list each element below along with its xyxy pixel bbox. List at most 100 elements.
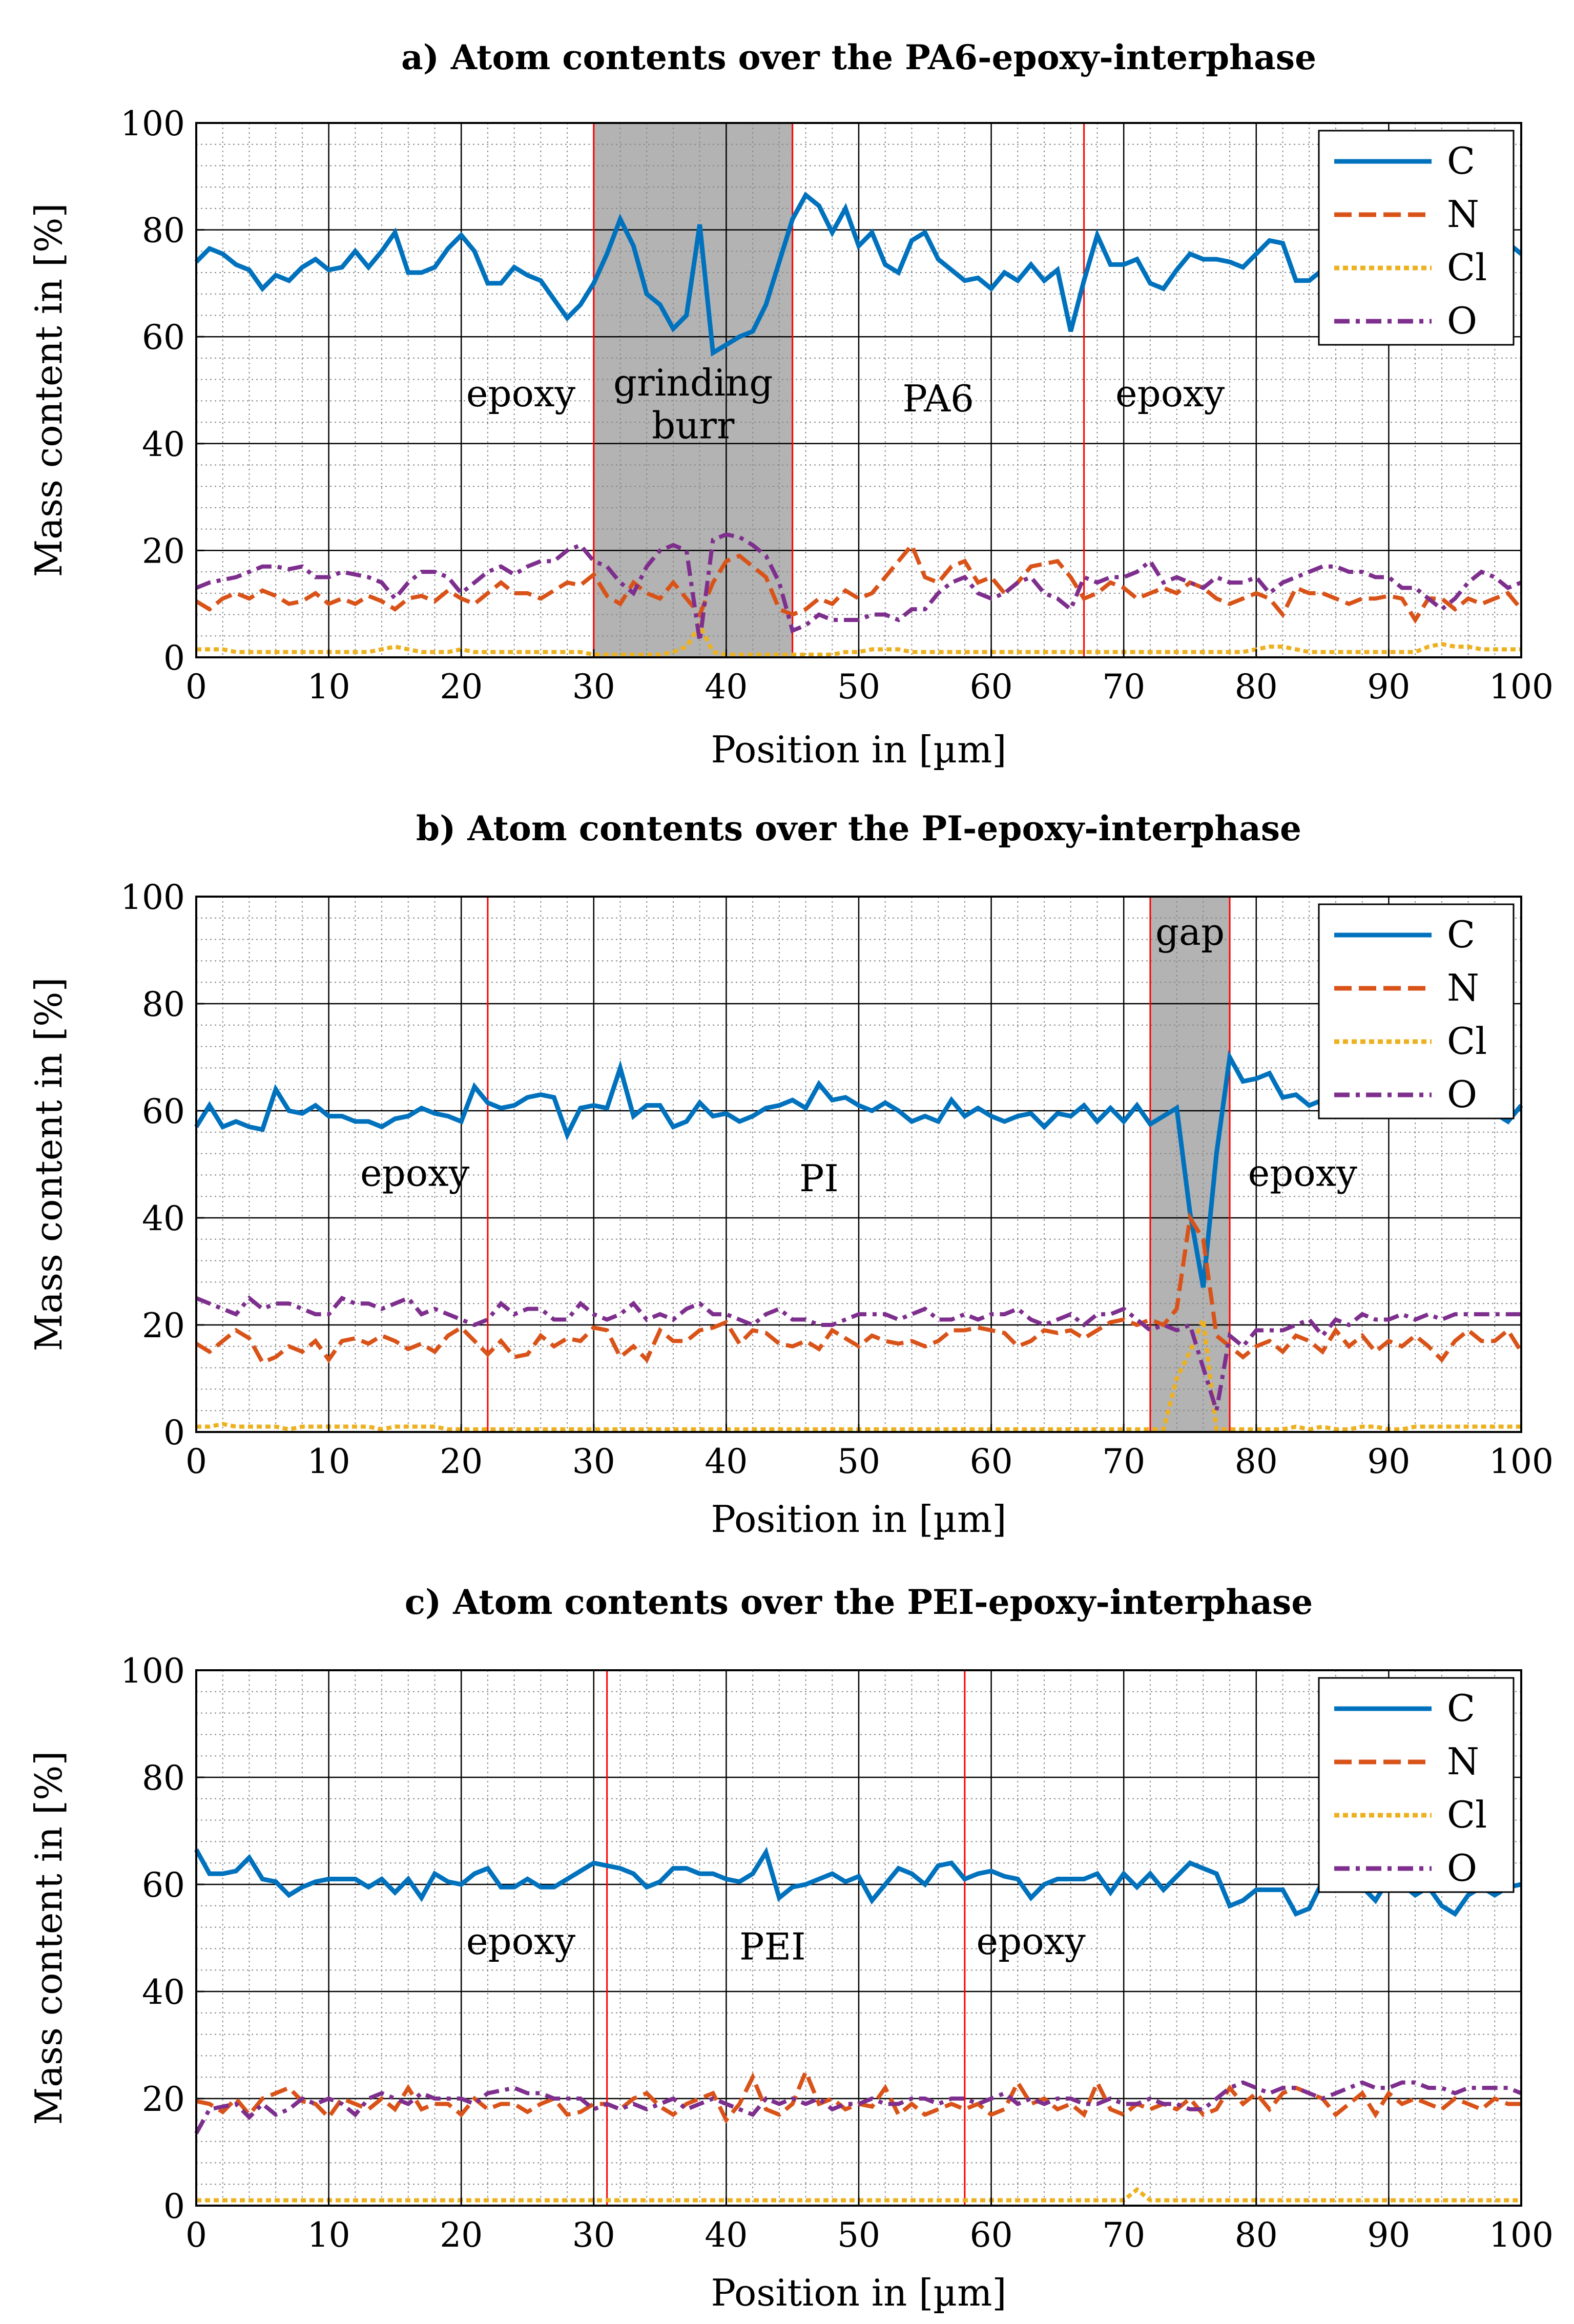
- x-tick-label: 40: [705, 1442, 748, 1481]
- x-tick-label: 20: [440, 667, 483, 707]
- y-axis-label: Mass content in [%]: [27, 977, 70, 1351]
- y-tick-label: 20: [142, 531, 185, 571]
- series-line-o: [195, 532, 1522, 642]
- y-tick-label: 40: [142, 1199, 185, 1238]
- x-tick-label: 50: [837, 1442, 880, 1481]
- legend-label-c: C: [1447, 913, 1475, 956]
- series-line-o: [194, 2080, 1522, 2134]
- major-grid: [196, 1670, 1521, 2206]
- x-tick-label: 90: [1367, 1442, 1410, 1481]
- x-tick-label: 100: [1489, 2215, 1554, 2255]
- x-tick-label: 70: [1102, 667, 1145, 707]
- minor-grid: [196, 123, 1521, 657]
- y-tick-label: 20: [142, 2080, 185, 2119]
- x-tick-label: 10: [307, 667, 350, 707]
- chart-title: a) Atom contents over the PA6-epoxy-inte…: [401, 37, 1316, 77]
- region-label: gap: [1155, 910, 1225, 953]
- region-label: epoxy: [466, 1920, 576, 1963]
- legend-label-n: N: [1447, 193, 1479, 236]
- x-tick-label: 50: [837, 667, 880, 707]
- x-tick-label: 0: [185, 667, 207, 707]
- minor-grid: [196, 1670, 1521, 2206]
- y-axis-label: Mass content in [%]: [27, 1751, 70, 2125]
- x-tick-label: 90: [1367, 667, 1410, 707]
- region-label: epoxy: [466, 372, 576, 415]
- y-axis-label: Mass content in [%]: [27, 203, 70, 577]
- y-tick-label: 60: [142, 1092, 185, 1131]
- region-label: epoxy: [360, 1151, 470, 1194]
- x-tick-label: 30: [572, 1442, 615, 1481]
- y-tick-label: 60: [142, 1865, 185, 1905]
- legend-label-cl: Cl: [1447, 1020, 1487, 1063]
- shaded-region: [593, 123, 793, 657]
- y-tick-label: 60: [142, 318, 185, 357]
- x-tick-label: 80: [1235, 667, 1278, 707]
- x-tick-label: 70: [1102, 2215, 1145, 2255]
- y-tick-label: 100: [120, 878, 185, 917]
- x-axis-label: Position in [µm]: [711, 2271, 1007, 2314]
- legend-label-o: O: [1447, 299, 1477, 342]
- legend-label-c: C: [1447, 139, 1475, 182]
- chart-panel-2: b) Atom contents over the PI-epoxy-inter…: [27, 808, 1554, 1541]
- minor-grid: [196, 897, 1521, 1432]
- series-line-o: [195, 1295, 1521, 1412]
- x-tick-label: 40: [705, 2215, 748, 2255]
- region-label: grinding: [613, 361, 773, 404]
- chart-panel-1: a) Atom contents over the PA6-epoxy-inte…: [27, 37, 1554, 771]
- x-tick-label: 30: [572, 667, 615, 707]
- legend-label-c: C: [1447, 1687, 1475, 1730]
- y-tick-label: 80: [142, 985, 185, 1024]
- region-label: PEI: [739, 1925, 805, 1968]
- x-tick-label: 70: [1102, 1442, 1145, 1481]
- chart-title: b) Atom contents over the PI-epoxy-inter…: [416, 808, 1301, 848]
- x-tick-label: 0: [185, 2215, 207, 2255]
- x-tick-label: 100: [1489, 1442, 1554, 1481]
- series-line-c: [194, 1050, 1523, 1288]
- y-tick-label: 40: [142, 1973, 185, 2012]
- region-label: epoxy: [977, 1920, 1086, 1963]
- region-label: PI: [799, 1157, 839, 1200]
- x-tick-label: 60: [970, 2215, 1013, 2255]
- legend: CN Cl O: [1318, 1677, 1515, 1893]
- x-tick-label: 100: [1489, 667, 1554, 707]
- series-line-cl: [196, 621, 1521, 657]
- legend-label-n: N: [1447, 966, 1479, 1009]
- y-tick-label: 20: [142, 1306, 185, 1345]
- x-tick-label: 10: [307, 2215, 350, 2255]
- legend-label-o: O: [1447, 1073, 1477, 1116]
- series-line-c: [194, 1846, 1522, 1917]
- legend: CN Cl O: [1318, 130, 1515, 346]
- region-label: epoxy: [1248, 1151, 1358, 1194]
- legend-box: [1318, 1677, 1515, 1893]
- x-axis-label: Position in [µm]: [711, 1498, 1007, 1541]
- x-tick-label: 50: [837, 2215, 880, 2255]
- y-tick-label: 0: [163, 2187, 185, 2226]
- major-grid: [196, 897, 1521, 1432]
- legend-label-cl: Cl: [1447, 246, 1487, 289]
- legend: CN Cl O: [1318, 903, 1515, 1119]
- x-tick-label: 40: [705, 667, 748, 707]
- legend-label-n: N: [1447, 1740, 1479, 1783]
- y-tick-label: 100: [120, 1651, 185, 1691]
- legend-label-o: O: [1447, 1846, 1477, 1890]
- x-tick-label: 80: [1235, 1442, 1278, 1481]
- y-tick-label: 80: [142, 1758, 185, 1798]
- region-label: epoxy: [1115, 372, 1225, 415]
- y-tick-label: 40: [142, 425, 185, 464]
- x-tick-label: 20: [440, 2215, 483, 2255]
- series-line-n: [195, 1212, 1523, 1365]
- x-tick-label: 0: [185, 1442, 207, 1481]
- series-line-n: [195, 541, 1523, 624]
- legend-label-cl: Cl: [1447, 1793, 1487, 1836]
- shaded-region: [1150, 897, 1230, 1432]
- y-tick-label: 0: [163, 1413, 185, 1453]
- x-tick-label: 60: [970, 1442, 1013, 1481]
- y-tick-label: 100: [120, 104, 185, 143]
- legend-box: [1318, 130, 1515, 346]
- region-label: PA6: [902, 377, 974, 420]
- x-tick-label: 10: [307, 1442, 350, 1481]
- x-tick-label: 60: [970, 667, 1013, 707]
- y-tick-label: 0: [163, 638, 185, 678]
- region-label: burr: [652, 404, 735, 447]
